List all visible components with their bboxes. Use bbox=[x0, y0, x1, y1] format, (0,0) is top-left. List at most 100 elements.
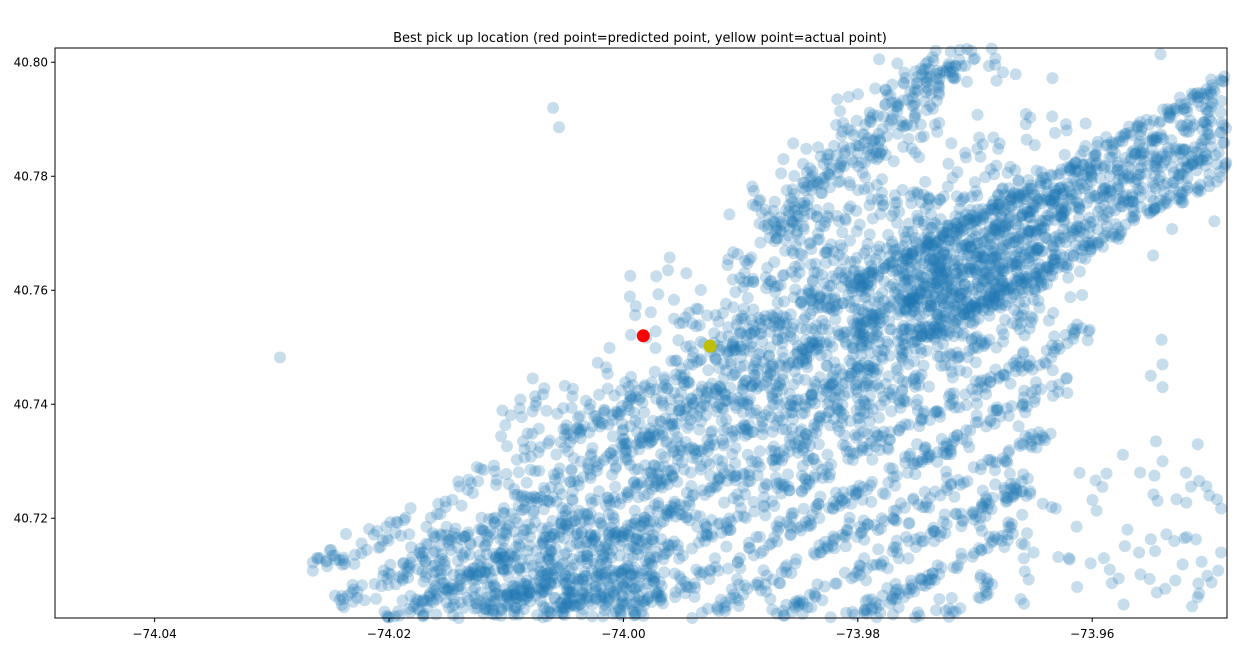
scatter-point bbox=[372, 541, 385, 554]
scatter-point bbox=[799, 344, 812, 357]
scatter-point bbox=[971, 397, 983, 410]
scatter-point bbox=[940, 465, 952, 478]
scatter-point bbox=[821, 448, 834, 461]
scatter-point bbox=[1011, 275, 1024, 288]
scatter-point bbox=[910, 398, 923, 411]
scatter-point bbox=[861, 367, 874, 380]
scatter-point bbox=[494, 546, 506, 559]
scatter-point bbox=[871, 271, 884, 284]
scatter-point bbox=[390, 515, 403, 528]
scatter-point bbox=[911, 438, 924, 451]
scatter-point bbox=[863, 254, 876, 267]
scatter-point bbox=[649, 383, 662, 396]
scatter-point bbox=[828, 542, 841, 555]
scatter-point bbox=[522, 518, 535, 531]
scatter-point bbox=[856, 493, 869, 506]
scatter-point bbox=[541, 494, 554, 507]
scatter-point bbox=[466, 585, 479, 598]
scatter-point bbox=[831, 298, 844, 311]
scatter-point bbox=[550, 448, 563, 461]
scatter-point bbox=[1045, 501, 1058, 514]
scatter-point bbox=[767, 310, 780, 323]
scatter-point bbox=[940, 440, 953, 453]
scatter-point bbox=[780, 311, 792, 324]
scatter-point bbox=[509, 540, 522, 553]
scatter-point bbox=[894, 497, 907, 510]
scatter-point bbox=[988, 250, 1001, 263]
scatter-point bbox=[490, 552, 503, 565]
scatter-point bbox=[885, 209, 898, 222]
scatter-point bbox=[1062, 259, 1075, 272]
scatter-point bbox=[988, 288, 1001, 300]
scatter-point bbox=[382, 567, 395, 580]
scatter-point bbox=[954, 221, 967, 234]
scatter-point bbox=[438, 555, 451, 568]
scatter-point bbox=[1071, 581, 1084, 593]
scatter-point bbox=[672, 404, 685, 417]
scatter-point bbox=[382, 534, 395, 547]
scatter-point bbox=[796, 460, 809, 472]
scatter-point bbox=[622, 488, 635, 501]
scatter-point bbox=[731, 573, 744, 586]
scatter-point bbox=[805, 388, 818, 400]
scatter-point bbox=[738, 418, 751, 431]
scatter-point bbox=[574, 516, 587, 529]
scatter-point bbox=[856, 272, 869, 284]
scatter-point bbox=[800, 478, 813, 491]
scatter-point bbox=[782, 229, 795, 242]
scatter-point bbox=[360, 543, 373, 556]
scatter-point bbox=[549, 473, 561, 486]
scatter-point bbox=[961, 475, 974, 488]
scatter-point bbox=[688, 444, 701, 457]
scatter-point bbox=[1022, 224, 1035, 237]
scatter-point bbox=[461, 483, 474, 496]
scatter-point bbox=[346, 578, 359, 591]
scatter-point bbox=[566, 390, 579, 403]
scatter-point bbox=[987, 131, 1000, 144]
scatter-point bbox=[999, 313, 1012, 326]
scatter-point bbox=[980, 211, 992, 223]
scatter-point bbox=[679, 403, 692, 416]
scatter-point bbox=[593, 485, 605, 498]
scatter-point bbox=[594, 420, 606, 433]
scatter-point bbox=[1155, 333, 1168, 346]
scatter-point bbox=[992, 229, 1005, 242]
scatter-point bbox=[500, 523, 513, 536]
scatter-point bbox=[851, 333, 864, 346]
scatter-point bbox=[909, 468, 922, 481]
scatter-point bbox=[320, 554, 333, 567]
scatter-point bbox=[947, 72, 960, 85]
scatter-point bbox=[622, 396, 635, 409]
scatter-point bbox=[787, 137, 800, 150]
scatter-point bbox=[742, 322, 755, 335]
scatter-point bbox=[684, 466, 697, 479]
scatter-point bbox=[728, 340, 741, 353]
scatter-point bbox=[926, 567, 939, 580]
scatter-point bbox=[471, 570, 484, 583]
scatter-point bbox=[1018, 329, 1031, 342]
scatter-point bbox=[543, 496, 556, 509]
scatter-point bbox=[518, 451, 531, 464]
actual-point bbox=[703, 339, 717, 353]
scatter-point bbox=[753, 328, 766, 341]
scatter-point bbox=[672, 449, 685, 462]
scatter-point bbox=[748, 377, 761, 390]
scatter-point bbox=[1199, 147, 1212, 160]
scatter-point bbox=[376, 534, 389, 547]
scatter-point bbox=[1017, 347, 1029, 360]
scatter-point bbox=[485, 572, 498, 585]
scatter-point bbox=[693, 423, 706, 436]
scatter-point bbox=[340, 528, 352, 540]
scatter-point bbox=[581, 461, 594, 474]
scatter-point bbox=[997, 261, 1010, 274]
scatter-point bbox=[861, 277, 874, 290]
scatter-point bbox=[748, 360, 761, 373]
scatter-point bbox=[1076, 289, 1089, 301]
scatter-point bbox=[825, 238, 838, 251]
scatter-point bbox=[389, 526, 402, 539]
scatter-point bbox=[677, 372, 690, 385]
scatter-point bbox=[662, 418, 675, 431]
scatter-point bbox=[464, 538, 477, 551]
scatter-point bbox=[777, 609, 790, 622]
scatter-point bbox=[636, 436, 649, 449]
